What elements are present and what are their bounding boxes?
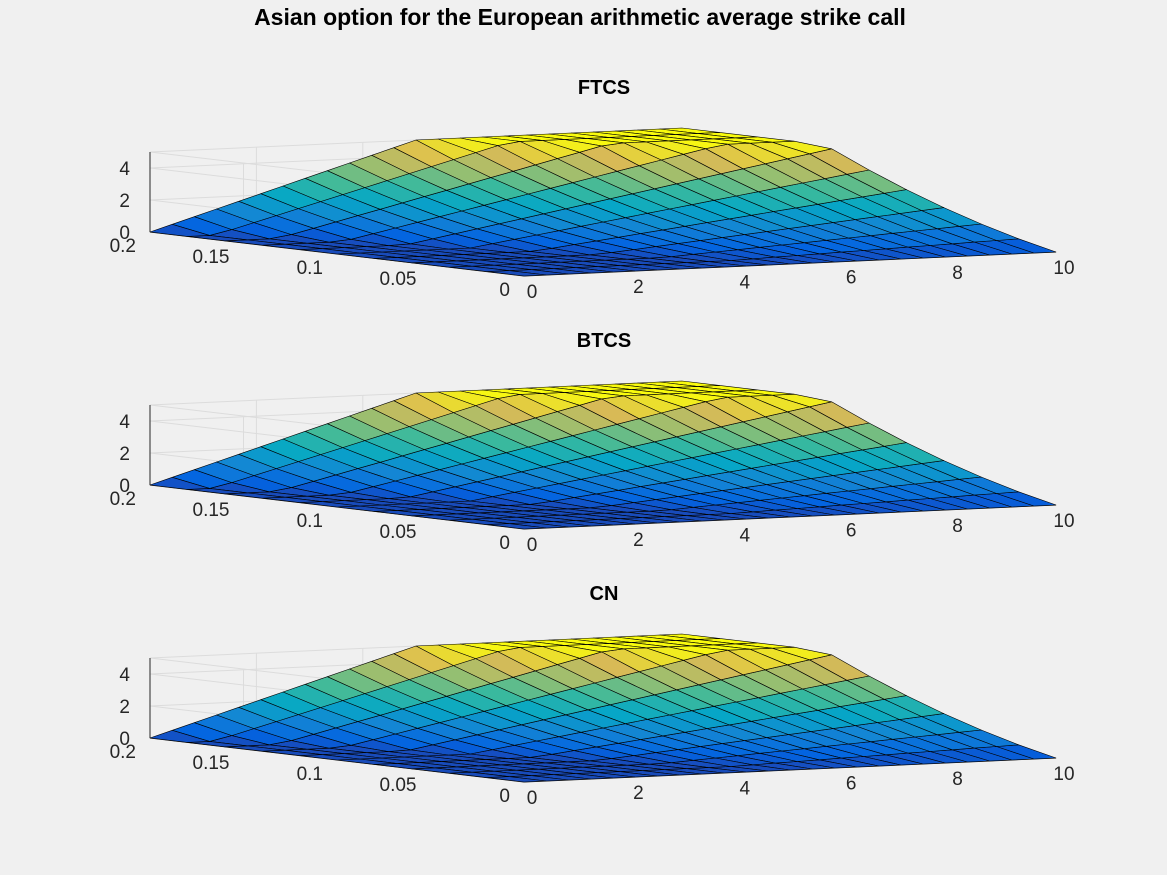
z-tick-label: 4 xyxy=(119,412,130,433)
surface xyxy=(149,633,1057,783)
figure-title: Asian option for the European arithmetic… xyxy=(254,4,906,30)
x-tick-label: 0.1 xyxy=(297,764,323,785)
x-tick-label: 0.05 xyxy=(380,522,417,543)
z-tick-label: 4 xyxy=(119,665,130,686)
z-tick-label: 0 xyxy=(119,223,130,244)
x-tick-label: 0.05 xyxy=(380,269,417,290)
x-tick-label: 0.1 xyxy=(297,258,323,279)
z-tick-label: 0 xyxy=(119,729,130,750)
y-tick-label: 10 xyxy=(1053,764,1074,785)
x-tick-label: 0 xyxy=(499,533,510,554)
y-tick-label: 10 xyxy=(1053,258,1074,279)
y-tick-label: 0 xyxy=(527,535,538,556)
x-tick-label: 0.15 xyxy=(193,753,230,774)
surface-patch xyxy=(149,476,210,490)
y-tick-label: 0 xyxy=(527,788,538,809)
x-tick-label: 0 xyxy=(499,786,510,807)
y-tick-label: 4 xyxy=(740,778,751,799)
z-tick-label: 2 xyxy=(119,444,130,465)
y-tick-label: 0 xyxy=(527,282,538,303)
z-tick-label: 0 xyxy=(119,476,130,497)
x-tick-label: 0.1 xyxy=(297,511,323,532)
surface xyxy=(149,127,1057,277)
y-tick-label: 2 xyxy=(633,277,644,298)
surface-patch xyxy=(149,729,210,743)
surface xyxy=(149,380,1057,530)
z-tick-label: 2 xyxy=(119,697,130,718)
y-tick-label: 4 xyxy=(740,525,751,546)
y-tick-label: 2 xyxy=(633,783,644,804)
z-tick-label: 2 xyxy=(119,191,130,212)
x-tick-label: 0.2 xyxy=(110,489,136,510)
y-tick-label: 2 xyxy=(633,530,644,551)
y-tick-label: 6 xyxy=(846,774,857,795)
y-tick-label: 8 xyxy=(952,263,963,284)
y-tick-label: 4 xyxy=(740,272,751,293)
y-tick-label: 10 xyxy=(1053,511,1074,532)
subplot-title: FTCS xyxy=(578,77,630,99)
x-tick-label: 0.2 xyxy=(110,742,136,763)
y-tick-label: 6 xyxy=(846,268,857,289)
x-tick-label: 0 xyxy=(499,280,510,301)
x-tick-label: 0.15 xyxy=(193,500,230,521)
subplot-title: CN xyxy=(590,583,619,605)
y-tick-label: 8 xyxy=(952,769,963,790)
subplot-title: BTCS xyxy=(577,330,631,352)
x-tick-label: 0.15 xyxy=(193,247,230,268)
y-tick-label: 8 xyxy=(952,516,963,537)
x-tick-label: 0.2 xyxy=(110,236,136,257)
surface-patch xyxy=(149,224,210,237)
x-tick-label: 0.05 xyxy=(380,775,417,796)
y-tick-label: 6 xyxy=(846,521,857,542)
z-tick-label: 4 xyxy=(119,159,130,180)
